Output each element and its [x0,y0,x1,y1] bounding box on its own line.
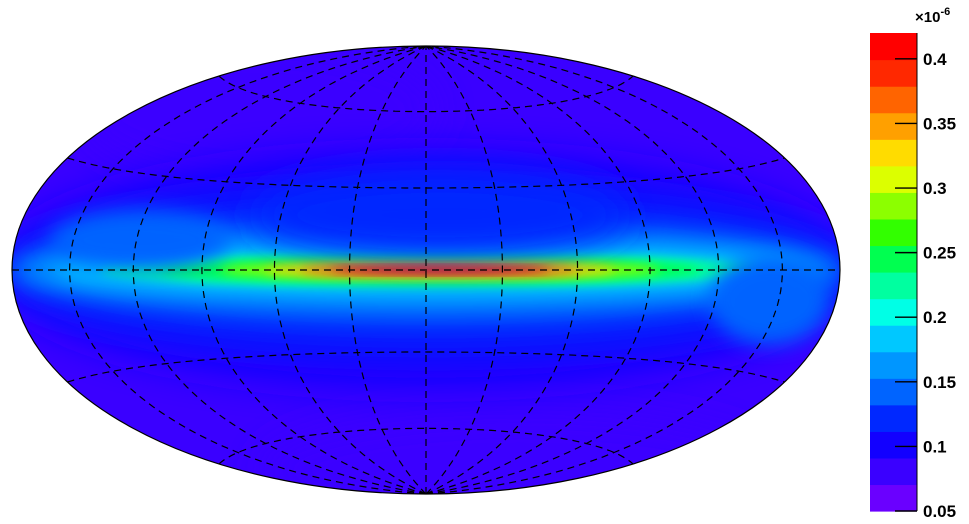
colorbar-tick-label: 0.15 [923,373,956,392]
colorbar-tick-label: 0.3 [923,179,947,198]
colorbar-segment [870,33,917,61]
map-border [11,45,841,495]
colorbar-tick-label: 0.1 [923,437,947,456]
colorbar-tick-label: 0.4 [923,50,947,69]
colorbar-tick-label: 0.25 [923,244,956,263]
region-west-lobe [50,210,230,270]
colorbar-segment [870,86,917,114]
colorbar-exponent: ×10-6 [915,6,950,26]
parallel-line [67,351,785,383]
colorbar-segment [870,457,917,486]
colorbar-segment [870,404,917,432]
region-low-south [260,410,780,494]
colorbar-segment [870,325,917,353]
parallel-line [218,75,634,113]
region-north-lobe [250,170,630,260]
meridian-line [68,46,427,494]
colorbar-segment [870,378,917,406]
colorbar-segment [870,431,917,459]
colorbar-tick-label: 0.2 [923,308,947,327]
colorbar-segment [870,245,917,273]
colorbar-segment [870,59,917,87]
colorbar-tick-label: 0.35 [923,114,956,133]
band-level-10 [330,266,550,274]
parallel-line [218,427,634,465]
colorbar-segment [870,165,917,193]
colorbar-segment [870,298,917,326]
colorbar-segment [870,484,917,512]
colorbar-segment [870,351,917,379]
colorbar-segment [870,192,917,220]
parallel-line [67,157,785,189]
colorbar-segment [870,112,917,140]
colorbar-tick-label: 0.05 [923,502,956,521]
color-scale-ticks: 0.05 0.1 0.15 0.2 0.25 0.3 0.35 0.4 [895,33,956,521]
colorbar-segment [870,272,917,300]
color-scale-bar [870,33,917,512]
colorbar-segment [870,218,917,247]
region-east-lobe [710,255,830,345]
coordinate-grid [12,46,840,494]
colorbar-segment [870,139,917,167]
